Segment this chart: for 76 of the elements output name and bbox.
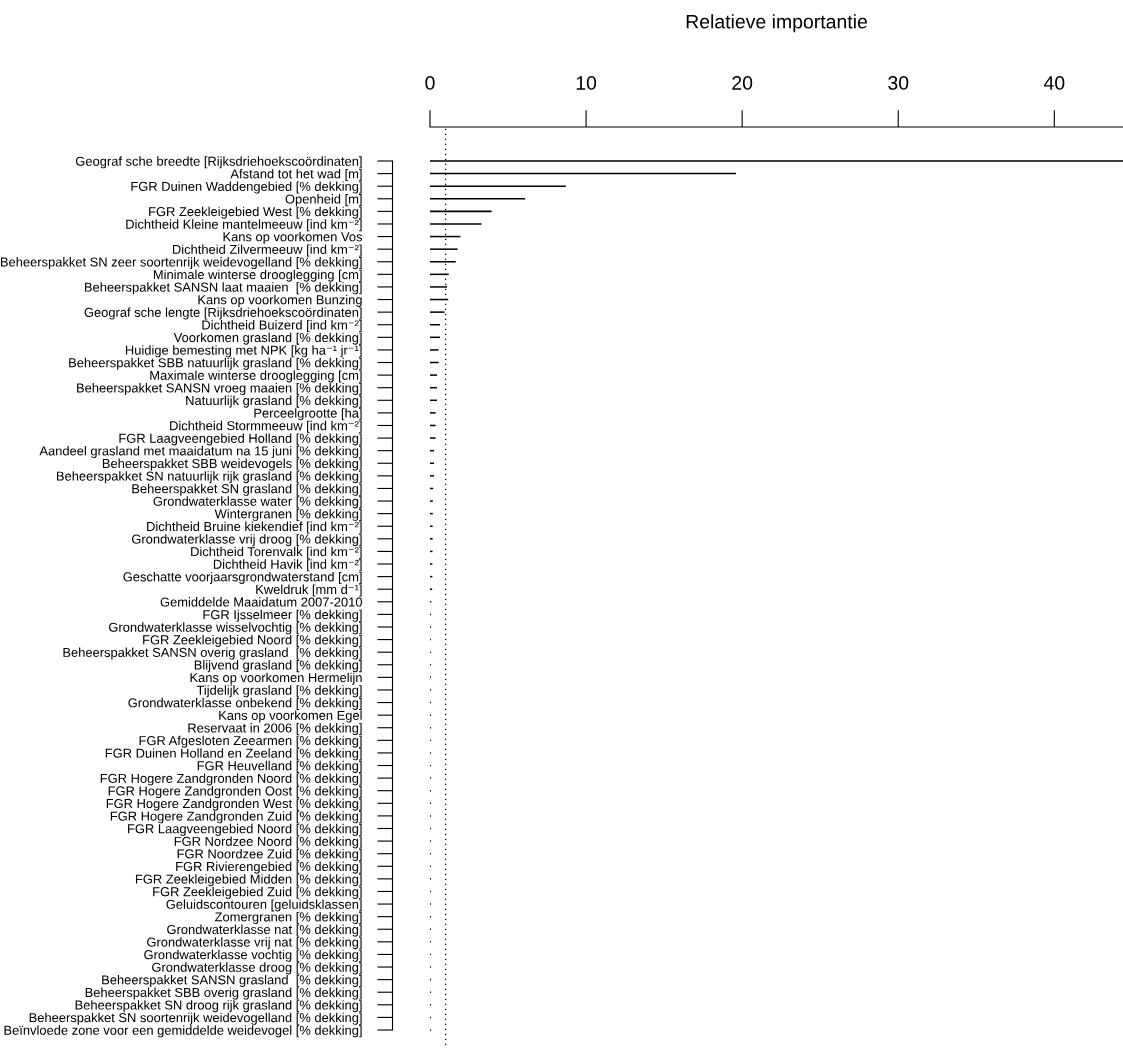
y-tick-label: Blijvend grasland [% dekking] [194, 660, 362, 673]
y-tick-label: FGR Afgesloten Zeearmen [% dekking] [139, 735, 362, 748]
y-tick-label: Voorkomen grasland [% dekking] [173, 332, 362, 345]
y-tick-label: Beheerspakket SBB overig grasland [% dekking] [85, 987, 362, 1000]
y-tick-label: FGR Laagveengebied Noord [% dekking] [128, 823, 362, 836]
y-tick-label: Beheerspakket SN droog rijk grasland [% dekking] [75, 1000, 362, 1013]
y-tick-label: Geschatte voorjaarsgrondwaterstand [cm] [123, 571, 362, 584]
x-tick-label: 0 [425, 76, 435, 90]
y-tick-label: Natuurlijk grasland [% dekking] [186, 395, 362, 408]
y-tick-label: FGR Nordzee Noord [% dekking] [174, 836, 362, 849]
y-tick-label: Kans op voorkomen Egel [219, 710, 362, 723]
y-tick-label: Aandeel grasland met maaidatum na 15 juni [% dekking] [39, 445, 362, 459]
y-tick-label: Maximale winterse drooglegging [cm] [150, 370, 362, 383]
y-tick-label: FGR Hogere Zandgronden Oost [% dekking] [108, 786, 362, 799]
y-tick-label: FGR Heuvelland [% dekking] [197, 760, 362, 773]
y-tick-label: Grondwaterklasse water [% dekking] [153, 496, 362, 509]
y-tick-label: Beheerspakket SBB natuurlijk grasland [% dekking] [69, 357, 362, 370]
y-tick-label: Geluidscontouren [geluidsklassen] [166, 899, 362, 912]
y-tick-label: FGR Zeekleigebied Noord [% dekking] [143, 634, 362, 647]
y-tick-label: Wintergranen [% dekking] [214, 508, 362, 521]
y-tick-label: Beheerspakket SANSN grasland [% dekking] [102, 974, 362, 987]
y-tick-label: FGR Zeekleigebied West [% dekking] [149, 206, 362, 219]
y-tick-label: FGR Laagveengebied Holland [% dekking] [119, 433, 362, 446]
y-tick-label: FGR Zeekleigebied Midden [% dekking] [135, 874, 362, 887]
y-tick-label: Zomergranen [% dekking] [215, 911, 362, 925]
y-tick-label: FGR Noordzee Zuid [% dekking] [177, 849, 362, 862]
y-tick-label: FGR Ijsselmeer [% dekking] [203, 609, 362, 622]
y-tick-label: Dichtheid Kleine mantelmeeuw [ind km⁻²] [126, 219, 362, 232]
y-tick-label: Geograf sche breedte [Rijksdriehoekscoördinaten] [75, 156, 362, 169]
y-tick-label: Huidige bemesting met NPK [kg ha⁻¹ jr⁻¹] [125, 345, 362, 358]
y-tick-label: Beheerspakket SN natuurlijk rijk grasland [% dekking] [57, 471, 362, 484]
y-tick-label: Kans op voorkomen Bunzing [198, 294, 362, 307]
y-tick-label: Dichtheid Torenvalk [ind km⁻²] [191, 546, 362, 559]
y-tick-label: Reservaat in 2006 [% dekking] [188, 723, 362, 736]
y-tick-label: Beheerspakket SN grasland [% dekking] [132, 483, 362, 496]
y-tick-label: Grondwaterklasse vrij nat [% dekking] [147, 937, 362, 950]
y-tick-label: Afstand tot het wad [m] [230, 168, 362, 181]
y-tick-label: Geograf sche lengte [Rijksdriehoekscoördinaten] [84, 307, 362, 320]
y-tick-label: Beïnvloede zone voor een gemiddelde weidevogel [% dekking] [4, 1025, 362, 1038]
y-tick-label: Beheerspakket SANSN overig grasland [% dekking] [63, 647, 362, 660]
x-tick-label: 40 [1043, 76, 1065, 90]
y-tick-label: Beheerspakket SANSN laat maaien [% dekking] [85, 282, 362, 295]
y-tick-label: FGR Hogere Zandgronden West [% dekking] [106, 798, 362, 811]
y-tick-label: Dichtheid Stormmeeuw [ind km⁻²] [170, 420, 362, 433]
y-tick-label: Beheerspakket SN zeer soortenrijk weidevogelland [% dekking] [1, 257, 362, 270]
x-tick-label: 20 [732, 76, 753, 90]
y-tick-label: FGR Duinen Holland en Zeeland [% dekking] [105, 748, 362, 761]
y-tick-label: Dichtheid Havik [ind km⁻²] [213, 559, 362, 572]
y-tick-label: Grondwaterklasse onbekend [% dekking] [128, 697, 362, 710]
y-tick-label: Beheerspakket SN soortenrijk weidevogelland [% dekking] [29, 1012, 362, 1025]
y-tick-label: Grondwaterklasse nat [% dekking] [167, 924, 362, 937]
y-tick-label: Grondwaterklasse vrij droog [% dekking] [131, 534, 362, 547]
y-tick-label: Kans op voorkomen Hermelijn [190, 672, 362, 685]
y-tick-label: FGR Duinen Waddengebied [% dekking] [131, 181, 362, 194]
y-tick-label: Grondwaterklasse vochtig [% dekking] [144, 949, 362, 962]
y-tick-label: Minimale winterse drooglegging [cm] [153, 269, 362, 282]
y-tick-label: Dichtheid Buizerd [ind km⁻²] [202, 320, 362, 333]
x-tick-label: 10 [576, 76, 597, 90]
y-tick-label: Beheerspakket SBB weidevogels [% dekking] [102, 458, 362, 471]
y-tick-label: Perceelgrootte [ha] [254, 408, 362, 421]
y-tick-label: Openheid [m] [285, 194, 362, 207]
y-tick-label: FGR Hogere Zandgronden Zuid [% dekking] [110, 811, 362, 824]
y-tick-label: Dichtheid Bruine kiekendief [ind km⁻²] [147, 521, 362, 534]
y-tick-label: Beheerspakket SANSN vroeg maaien [% dekking] [77, 383, 362, 396]
y-tick-label: FGR Zeekleigebied Zuid [% dekking] [153, 886, 362, 899]
y-tick-label: Kweldruk [mm d⁻¹] [256, 584, 362, 597]
y-tick-label: Grondwaterklasse droog [% dekking] [152, 962, 362, 975]
x-tick-label: 30 [888, 76, 909, 90]
y-tick-label: FGR Hogere Zandgronden Noord [% dekking] [100, 773, 362, 786]
y-tick-label: Kans op voorkomen Vos [223, 231, 363, 244]
x-axis-title: Relatieve importantie [686, 14, 867, 33]
y-tick-label: Gemiddelde Maaidatum 2007-2010 [160, 597, 363, 607]
y-tick-label: Tijdelijk grasland [% dekking] [196, 685, 362, 698]
y-tick-label: Dichtheid Zilvermeeuw [ind km⁻²] [172, 244, 362, 257]
y-tick-label: Grondwaterklasse wisselvochtig [% dekking] [109, 622, 362, 635]
y-tick-label: FGR Rivierengebied [% dekking] [176, 861, 362, 874]
